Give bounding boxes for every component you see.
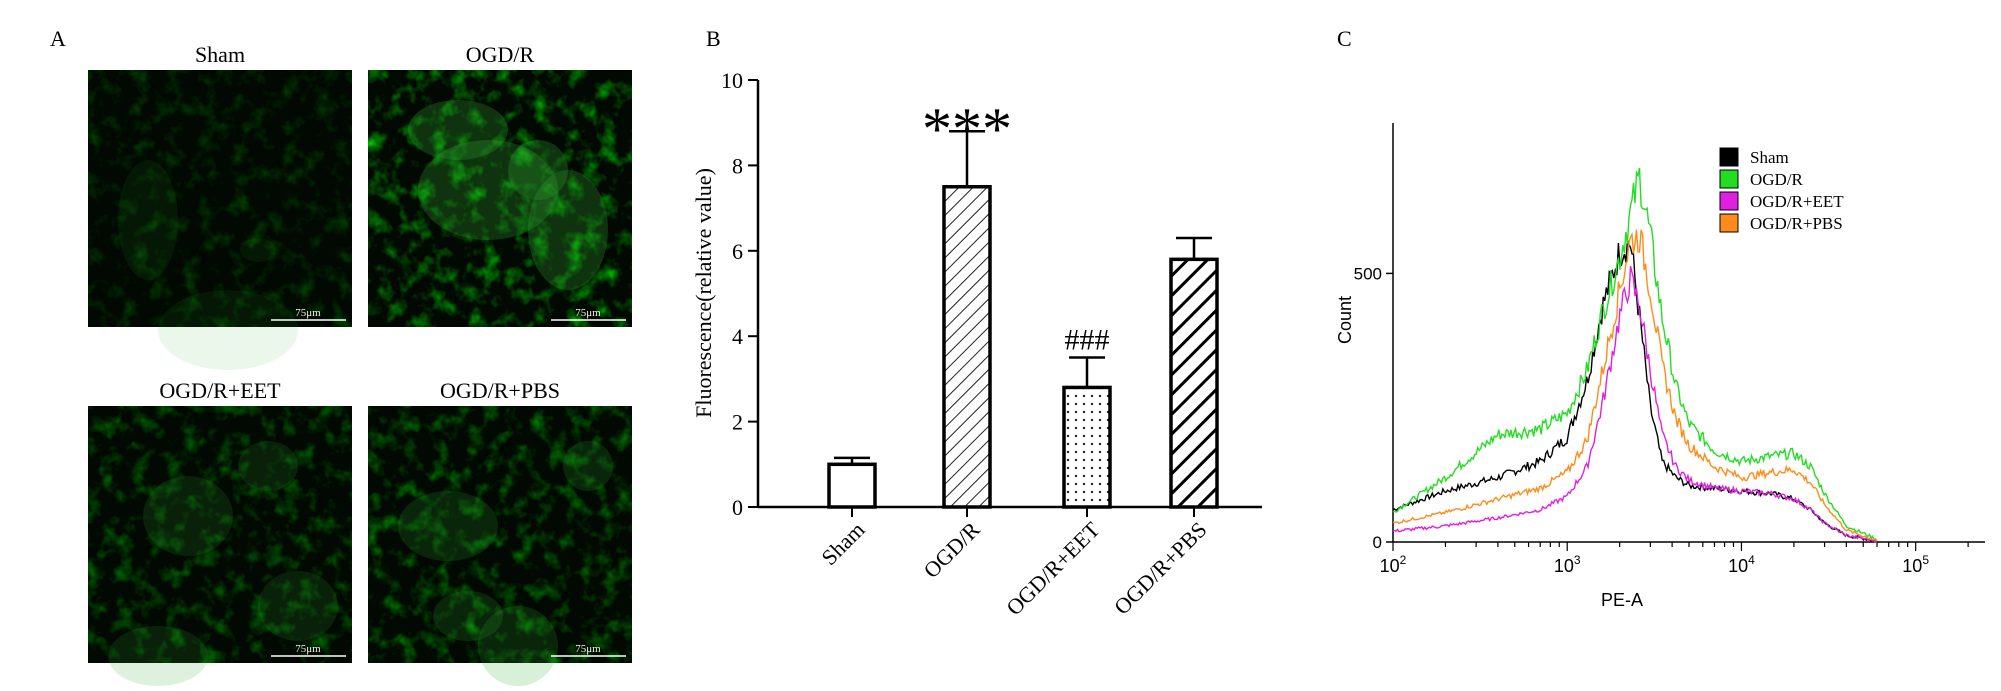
y-tick-label: 2: [732, 410, 743, 435]
legend-swatch: [1719, 213, 1739, 233]
histogram-series: [1392, 240, 1878, 543]
cell-signal: [143, 476, 233, 556]
scale-bar-label: 75μm: [295, 643, 321, 655]
cell-signal: [258, 571, 338, 641]
cell-signal: [158, 290, 298, 370]
micrograph-label: Sham: [195, 42, 245, 67]
micrograph-label: OGD/R+EET: [159, 378, 281, 403]
category-label: Sham: [816, 517, 869, 570]
cell-signal: [563, 441, 613, 491]
panel-c-letter: C: [1337, 26, 1352, 51]
count-axis-title: Count: [1335, 296, 1355, 344]
panel-c: C Count PE-A 0 500 102 103 104 105 Sham OGD/R OG…: [1335, 26, 1985, 610]
micrograph-label: OGD/R: [466, 42, 535, 67]
micrograph-label: OGD/R+PBS: [440, 378, 560, 403]
fluorescence-texture: [368, 70, 632, 327]
cell-signal: [478, 606, 558, 686]
cell-signal: [238, 441, 298, 491]
panel-a-letter: A: [50, 26, 66, 51]
y-tick-label: 0: [732, 495, 743, 520]
y-axis-title: Fluorescence(relative value): [691, 168, 716, 418]
pe-a-tick-label: 105: [1902, 553, 1929, 576]
flow-histogram: 0 500 102 103 104 105 Sham OGD/R OGD/R+EET OGD/R+…: [1354, 123, 1985, 576]
significance-mark: ###: [1065, 324, 1110, 357]
y-tick-label: 8: [732, 153, 743, 178]
significance-mark: ***: [922, 96, 1012, 162]
fluorescence-texture: [368, 406, 632, 663]
cell-signal: [408, 100, 508, 160]
cell-signal: [528, 170, 608, 290]
count-tick-label: 0: [1373, 533, 1382, 552]
fluorescence-texture: [88, 70, 352, 327]
legend-label: OGD/R+EET: [1750, 192, 1844, 211]
bar-chart: 0 2 4 6 8 10 Sham *** OGD/R ### OGD/R+EET OGD/R+PBS: [721, 68, 1262, 620]
bar: [942, 185, 992, 509]
scale-bar-label: 75μm: [295, 307, 321, 319]
cell-signal: [418, 140, 558, 240]
pe-a-tick-label: 103: [1554, 553, 1581, 576]
bar: [827, 462, 877, 509]
cell-signal: [240, 238, 276, 262]
cell-signal: [398, 491, 498, 561]
legend-label: Sham: [1750, 148, 1789, 167]
histogram-series: [1392, 167, 1878, 542]
pe-a-tick-label: 104: [1728, 553, 1755, 576]
y-tick-label: 4: [732, 324, 743, 349]
cell-signal: [108, 626, 208, 686]
y-tick-label: 6: [732, 239, 743, 264]
legend-swatch: [1719, 169, 1739, 189]
legend-swatch: [1719, 191, 1739, 211]
cell-signal: [508, 140, 568, 200]
category-label: OGD/R+EET: [1001, 516, 1105, 620]
pe-a-axis-title: PE-A: [1601, 590, 1643, 610]
category-label: OGD/R+PBS: [1109, 517, 1212, 620]
bar: [1062, 385, 1112, 509]
count-tick-label: 500: [1354, 264, 1382, 283]
cell-signal: [118, 160, 178, 280]
y-tick-label: 10: [721, 68, 743, 93]
legend-label: OGD/R+PBS: [1750, 214, 1843, 233]
histogram-series: [1392, 266, 1877, 543]
panel-b-letter: B: [706, 26, 721, 51]
scale-bar-label: 75μm: [575, 307, 601, 319]
panel-a: A Sham 75μm OGD/R 75μm OGD/R+EET 75μm OGD/R+PB…: [50, 26, 632, 686]
bar: [1169, 257, 1219, 509]
category-label: OGD/R: [918, 517, 984, 583]
legend-swatch: [1719, 147, 1739, 167]
legend-label: OGD/R: [1750, 170, 1804, 189]
scale-bar-label: 75μm: [575, 643, 601, 655]
pe-a-tick-label: 102: [1380, 553, 1407, 576]
fluorescence-texture: [88, 406, 352, 663]
panel-b: B Fluorescence(relative value) 0 2 4 6 8 10 Sh…: [691, 26, 1262, 620]
cell-signal: [433, 591, 503, 641]
histogram-series: [1392, 229, 1878, 542]
